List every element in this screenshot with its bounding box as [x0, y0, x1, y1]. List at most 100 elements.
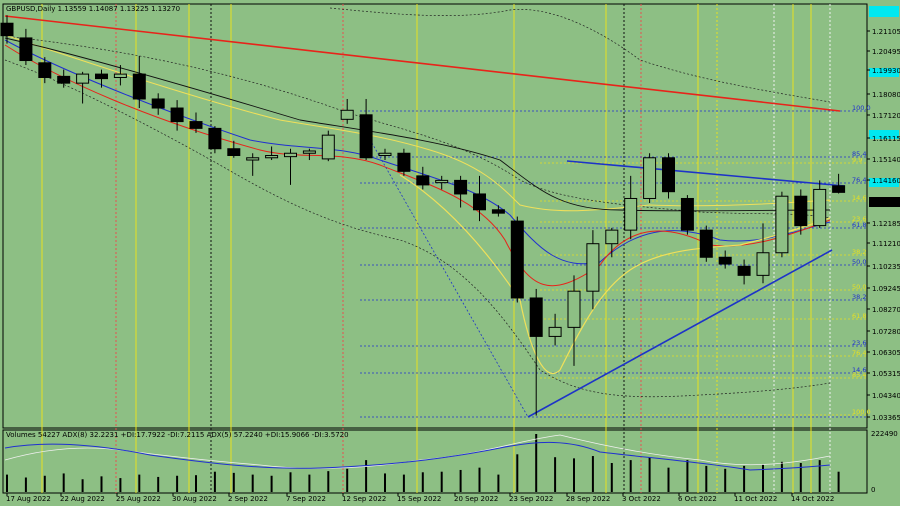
- date-tick-label: 30 Aug 2022: [172, 495, 217, 503]
- lower-band: [4, 59, 831, 398]
- candle-bearish: [680, 197, 694, 231]
- date-tick-label: 3 Oct 2022: [622, 495, 661, 503]
- fib-label-yellow: 9.9: [852, 156, 862, 164]
- candle-bearish: [19, 37, 33, 62]
- price-tick-label: 1.04340: [872, 392, 900, 400]
- price-tick-label: 1.16115: [872, 135, 900, 143]
- price-tick-label: 1.03365: [872, 414, 900, 422]
- volume-panel-frame: [2, 429, 868, 494]
- price-tick-label: 1.21105: [872, 28, 900, 36]
- candle-bearish: [95, 73, 108, 80]
- date-tick-label: 12 Sep 2022: [342, 495, 386, 503]
- candle-bullish: [435, 179, 449, 184]
- candle-bearish: [170, 107, 184, 123]
- candle-bullish: [265, 155, 279, 159]
- price-tick-label: 1.08270: [872, 306, 900, 314]
- candle-bullish: [76, 73, 90, 84]
- candle-bullish: [567, 290, 581, 328]
- date-tick-label: 15 Sep 2022: [397, 495, 441, 503]
- date-tick-label: 2 Sep 2022: [228, 495, 268, 503]
- candle-bullish: [775, 195, 789, 254]
- price-highlight-band: [869, 178, 899, 187]
- price-highlight-band: [869, 130, 899, 139]
- candle-bearish: [699, 229, 713, 258]
- candle-bearish: [132, 73, 146, 100]
- price-highlight-band: [869, 68, 899, 77]
- date-tick-label: 11 Oct 2022: [734, 495, 777, 503]
- fib-label-blue: 76.4: [852, 176, 866, 184]
- chart-title: GBPUSD,Daily 1.13559 1.14087 1.13225 1.1…: [6, 5, 180, 13]
- date-tick-label: 6 Oct 2022: [678, 495, 717, 503]
- fib-label-blue: 100.0: [852, 104, 871, 112]
- candle-bearish: [57, 75, 71, 84]
- blue-resistance-line: [566, 160, 846, 187]
- price-tick-label: 1.20495: [872, 48, 900, 56]
- candle-bullish: [643, 157, 657, 199]
- price-tick-label: 1.05315: [872, 370, 900, 378]
- candle-bearish: [227, 148, 241, 157]
- fib-label-yellow: 76.4: [852, 349, 866, 357]
- candle-bullish: [605, 229, 619, 245]
- fib-label-yellow: 38.2: [852, 248, 866, 256]
- fib-label-blue: 23.6: [852, 339, 866, 347]
- fib-swing-line: [359, 121, 529, 418]
- date-tick-label: 14 Oct 2022: [791, 495, 834, 503]
- candle-bearish: [473, 193, 486, 211]
- adx-line-blue: [4, 441, 831, 471]
- candle-bearish: [662, 157, 675, 193]
- ma-blue: [4, 39, 831, 265]
- candle-bearish: [359, 114, 373, 159]
- red-trendline: [4, 15, 841, 112]
- price-tick-label: 1.14160: [872, 177, 900, 185]
- candle-bullish: [302, 150, 316, 154]
- candle-bullish: [340, 109, 354, 120]
- fib-label-yellow: 50.0: [852, 283, 866, 291]
- candle-bearish: [510, 220, 524, 299]
- date-tick-label: 23 Sep 2022: [509, 495, 553, 503]
- candle-bearish: [208, 127, 222, 150]
- date-tick-label: 28 Sep 2022: [566, 495, 610, 503]
- price-tick-label: 1.17120: [872, 112, 900, 120]
- fib-label-yellow: 61.8: [852, 312, 866, 320]
- date-tick-label: 20 Sep 2022: [454, 495, 498, 503]
- candle-bullish: [548, 326, 562, 337]
- fib-label-yellow: 14.6: [852, 194, 866, 202]
- fib-label-blue: 61.8: [852, 221, 866, 229]
- candle-bearish: [189, 121, 203, 129]
- price-highlight-band: [869, 6, 899, 17]
- fib-label-blue: 85.4: [852, 150, 866, 158]
- volume-indicator-info: Volumes 54227 ADX(8) 32.2231 +DI:17.7922…: [6, 431, 349, 439]
- candle-bullish: [813, 188, 827, 227]
- candle-bullish: [321, 134, 335, 160]
- fib-label-blue: 50.0: [852, 258, 866, 266]
- fib-label-yellow: 23.6: [852, 215, 866, 223]
- outer-band: [329, 7, 831, 103]
- date-tick-label: 25 Aug 2022: [116, 495, 161, 503]
- volume-max-label: 222490: [871, 430, 898, 438]
- price-tick-label: 1.18080: [872, 91, 900, 99]
- candle-bullish: [624, 197, 638, 231]
- candle-bullish: [378, 152, 392, 157]
- candle-bullish: [284, 152, 297, 158]
- date-tick-label: 17 Aug 2022: [6, 495, 51, 503]
- price-tick-label: 1.09245: [872, 285, 900, 293]
- candle-bearish: [0, 22, 14, 37]
- current-price-box: [869, 197, 900, 207]
- date-tick-label: 22 Aug 2022: [60, 495, 105, 503]
- blue-support-line: [527, 249, 833, 418]
- price-tick-label: 1.12185: [872, 220, 900, 228]
- price-tick-label: 1.06305: [872, 349, 900, 357]
- price-tick-label: 1.07280: [872, 328, 900, 336]
- candle-bearish: [38, 62, 52, 78]
- price-panel-frame: [2, 3, 868, 429]
- candle-bearish: [491, 209, 505, 214]
- candle-bearish: [832, 185, 846, 193]
- candle-bullish: [586, 243, 600, 292]
- fib-label-yellow: 85.4: [852, 371, 866, 379]
- candle-bearish: [529, 297, 543, 337]
- upper-band: [4, 35, 831, 219]
- candle-bearish: [416, 175, 430, 186]
- candle-bullish: [113, 73, 127, 78]
- candle-bearish: [397, 152, 411, 172]
